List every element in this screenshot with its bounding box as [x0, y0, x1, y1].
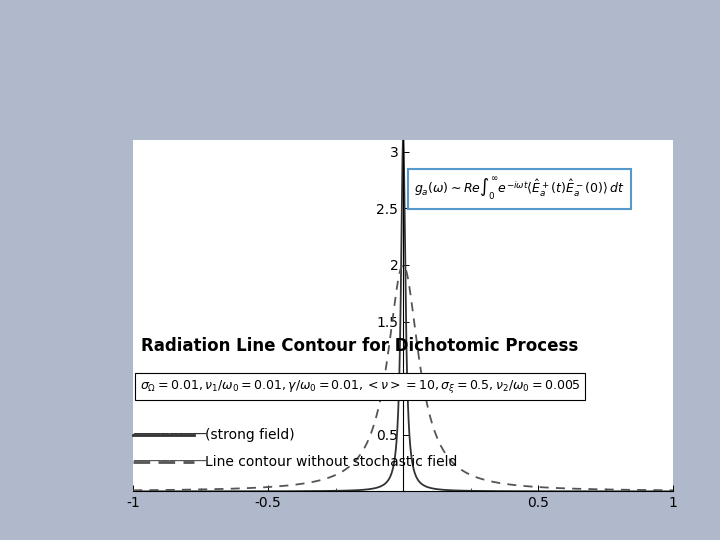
Text: ────────: ──────── [133, 454, 206, 469]
Text: Line contour without stochastic field: Line contour without stochastic field [205, 455, 458, 469]
Text: $\sigma_{\Omega} = 0.01, \nu_1/\omega_0 = 0.01, \gamma/\omega_0 = 0.01, <\nu>= 1: $\sigma_{\Omega} = 0.01, \nu_1/\omega_0 … [140, 377, 580, 395]
Text: (strong field): (strong field) [205, 428, 294, 442]
Text: ────────: ──────── [133, 427, 206, 442]
Text: $g_a(\omega) \sim Re \int_0^{\infty} e^{-i\omega t} \langle \hat{E}_a^+(t) \hat{: $g_a(\omega) \sim Re \int_0^{\infty} e^{… [414, 176, 624, 202]
Text: Radiation Line Contour for Dichotomic Process: Radiation Line Contour for Dichotomic Pr… [141, 336, 579, 355]
